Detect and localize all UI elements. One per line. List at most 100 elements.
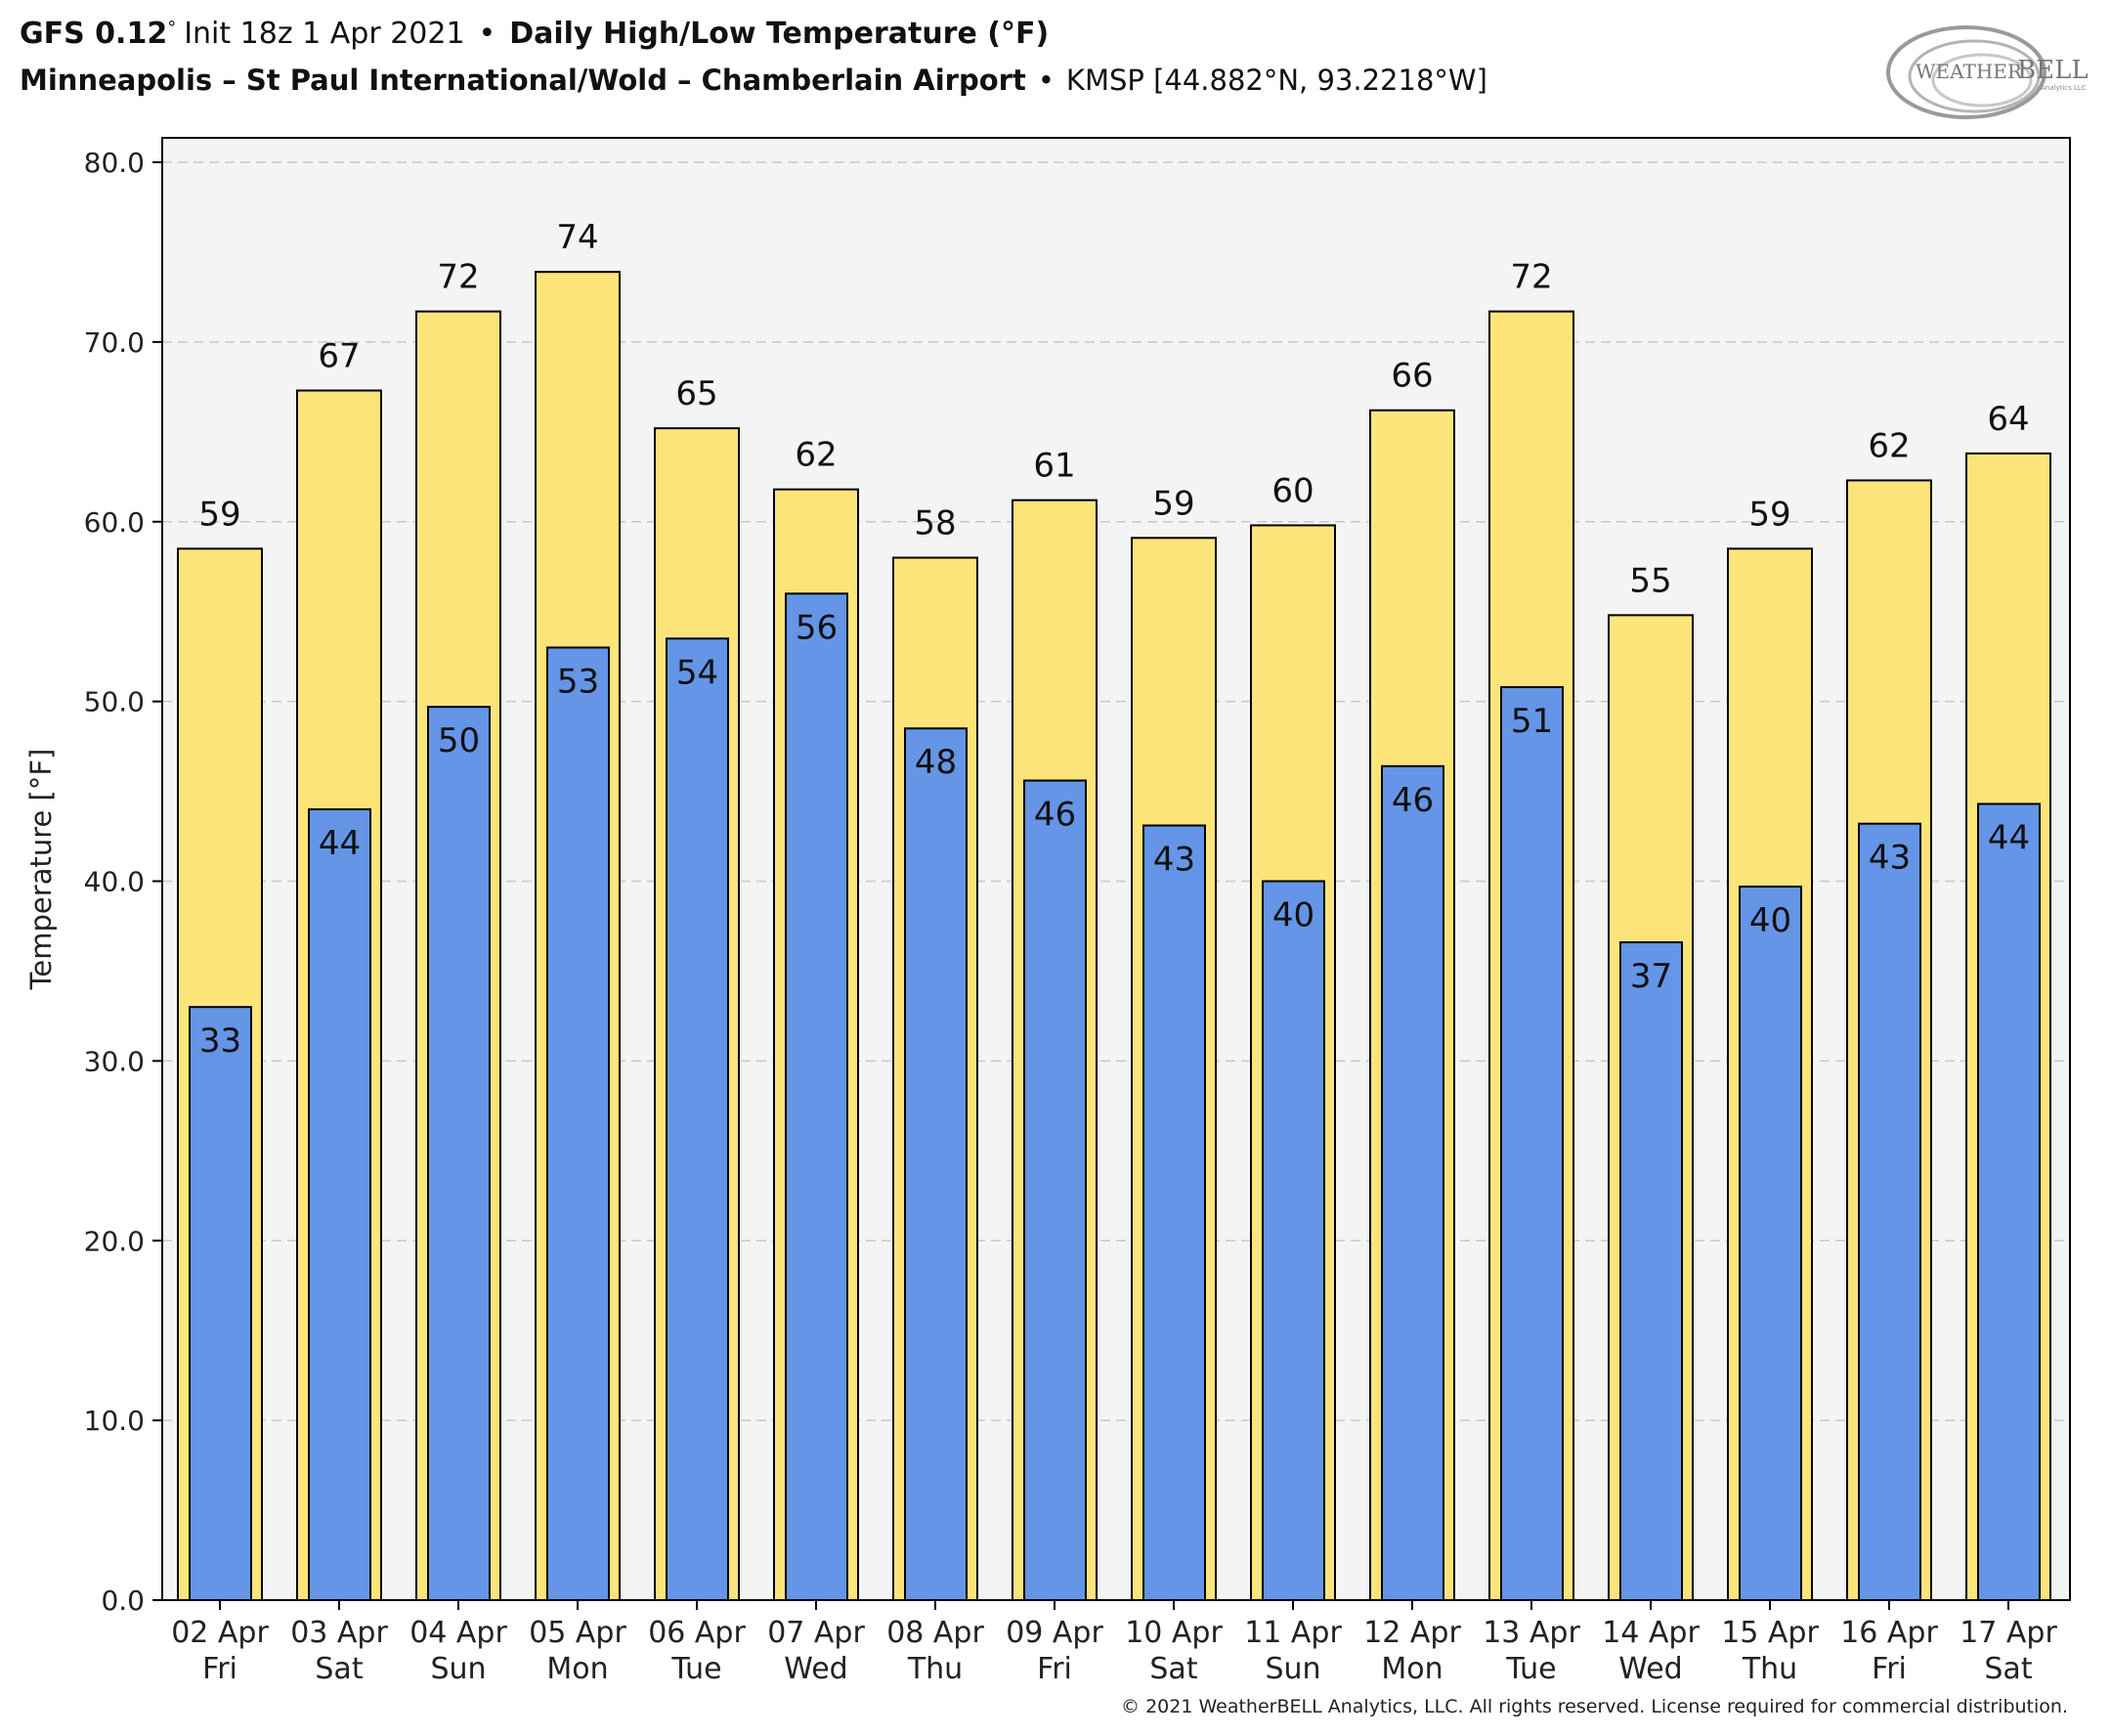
- high-value-label: 66: [1391, 357, 1433, 396]
- x-tick-label-date: 08 Apr: [886, 1616, 984, 1650]
- x-tick-label-date: 15 Apr: [1721, 1616, 1819, 1650]
- init-time: Init 18z 1 Apr 2021: [184, 17, 464, 51]
- high-value-label: 58: [914, 504, 956, 543]
- model-name: GFS 0.12: [20, 17, 167, 51]
- low-value-label: 46: [1392, 781, 1434, 820]
- y-tick-label-3: 30.0: [84, 1045, 145, 1077]
- low-value-label: 37: [1630, 957, 1672, 996]
- x-tick-label-date: 16 Apr: [1840, 1616, 1938, 1650]
- low-value-label: 33: [199, 1021, 241, 1061]
- low-value-label: 40: [1749, 901, 1791, 940]
- low-bar-10-apr: [1142, 824, 1206, 1601]
- bullet-2: •: [1038, 64, 1055, 97]
- y-tick-label-6: 60.0: [84, 506, 145, 539]
- low-value-label: 48: [915, 743, 957, 782]
- high-value-label: 72: [437, 258, 479, 297]
- x-tick-label-date: 17 Apr: [1960, 1616, 2057, 1650]
- logo-text-bell: BELL: [2017, 56, 2089, 85]
- copyright-text: © 2021 WeatherBELL Analytics, LLC. All r…: [1121, 1696, 2068, 1717]
- x-tick-label-day: Fri: [202, 1652, 237, 1686]
- x-tick-label-date: 05 Apr: [529, 1616, 626, 1650]
- x-tick-label-date: 14 Apr: [1602, 1616, 1700, 1650]
- product-title: Daily High/Low Temperature (°F): [509, 17, 1049, 51]
- x-tick-label-date: 06 Apr: [648, 1616, 746, 1650]
- x-tick-label-date: 11 Apr: [1244, 1616, 1342, 1650]
- logo-subtext: Analytics LLC: [2041, 84, 2087, 92]
- degree-mark: °: [167, 18, 176, 38]
- y-tick-label-4: 40.0: [84, 866, 145, 898]
- low-value-label: 43: [1153, 840, 1195, 879]
- low-value-label: 40: [1272, 896, 1314, 935]
- high-value-label: 65: [675, 374, 717, 413]
- low-bar-13-apr: [1500, 685, 1564, 1601]
- low-bar-15-apr: [1739, 886, 1802, 1601]
- high-value-label: 55: [1629, 561, 1671, 600]
- high-value-label: 62: [795, 436, 837, 475]
- x-tick-label-day: Tue: [1505, 1652, 1556, 1686]
- y-tick-label-1: 10.0: [84, 1405, 145, 1437]
- low-bar-08-apr: [904, 727, 968, 1601]
- low-value-label: 54: [676, 653, 718, 692]
- chart-title-line-2: Minneapolis – St Paul International/Wold…: [20, 64, 1487, 97]
- y-tick-label-8: 80.0: [84, 147, 145, 179]
- low-value-label: 43: [1869, 839, 1911, 878]
- low-bar-14-apr: [1619, 941, 1683, 1601]
- low-bar-03-apr: [308, 807, 371, 1601]
- high-value-label: 59: [1152, 484, 1194, 523]
- high-value-label: 62: [1868, 426, 1910, 465]
- low-value-label: 50: [438, 721, 480, 760]
- high-value-label: 59: [1748, 495, 1790, 534]
- low-value-label: 44: [319, 824, 361, 863]
- low-bar-07-apr: [785, 592, 848, 1601]
- low-value-label: 46: [1034, 796, 1076, 835]
- plot-frame: [161, 137, 2071, 1601]
- station-id: KMSP [44.882°N, 93.2218°W]: [1066, 64, 1487, 97]
- y-tick-label-0: 0.0: [101, 1584, 145, 1617]
- logo-text-weather: WEATHER: [1916, 60, 2023, 83]
- low-bar-05-apr: [546, 646, 610, 1601]
- x-tick-label-day: Sun: [430, 1652, 486, 1686]
- high-value-label: 72: [1510, 258, 1552, 297]
- x-tick-label-day: Fri: [1037, 1652, 1072, 1686]
- y-axis-label: Temperature [°F]: [24, 749, 58, 991]
- low-bar-02-apr: [189, 1006, 252, 1601]
- y-tick-label-5: 50.0: [84, 686, 145, 718]
- x-tick-label-date: 09 Apr: [1006, 1616, 1103, 1650]
- x-tick-label-day: Wed: [1618, 1652, 1682, 1686]
- weatherbell-logo: WEATHER BELL Analytics LLC: [1886, 25, 2089, 119]
- x-tick-label-date: 07 Apr: [767, 1616, 865, 1650]
- low-value-label: 56: [796, 608, 838, 647]
- x-tick-label-day: Sat: [315, 1652, 363, 1686]
- high-value-label: 61: [1033, 447, 1075, 486]
- x-tick-label-day: Tue: [670, 1652, 721, 1686]
- low-value-label: 44: [1988, 818, 2030, 857]
- chart-title-line-1: GFS 0.12° Init 18z 1 Apr 2021 • Daily High/…: [20, 17, 1049, 51]
- x-tick-label-day: Thu: [1742, 1652, 1797, 1686]
- x-tick-label-day: Sun: [1265, 1652, 1320, 1686]
- high-value-label: 64: [1987, 400, 2029, 439]
- bullet-1: •: [479, 17, 496, 51]
- low-bar-04-apr: [427, 706, 491, 1601]
- low-bar-17-apr: [1977, 803, 2041, 1601]
- x-tick-label-day: Mon: [1381, 1652, 1443, 1686]
- high-value-label: 67: [318, 337, 360, 376]
- low-bar-16-apr: [1858, 822, 1921, 1601]
- low-bar-12-apr: [1381, 764, 1444, 1601]
- low-bar-11-apr: [1262, 880, 1325, 1601]
- station-name: Minneapolis – St Paul International/Wold…: [20, 64, 1026, 97]
- x-tick-label-day: Fri: [1872, 1652, 1907, 1686]
- low-value-label: 51: [1511, 702, 1553, 741]
- y-tick-label-2: 20.0: [84, 1225, 145, 1257]
- low-bar-06-apr: [666, 637, 729, 1601]
- axes: 0.0 10.0 20.0 30.0 40.0 50.0 60.0 70.0 80.0 02 Ap…: [84, 147, 2058, 1686]
- x-tick-label-day: Thu: [907, 1652, 963, 1686]
- x-tick-label-date: 10 Apr: [1125, 1616, 1223, 1650]
- x-tick-label-date: 02 Apr: [171, 1616, 269, 1650]
- low-value-label: 53: [557, 662, 599, 701]
- low-bar-09-apr: [1023, 779, 1087, 1601]
- x-tick-label-date: 12 Apr: [1363, 1616, 1461, 1650]
- high-value-label: 60: [1271, 471, 1314, 510]
- x-tick-label-day: Sat: [1149, 1652, 1197, 1686]
- x-tick-label-date: 04 Apr: [409, 1616, 507, 1650]
